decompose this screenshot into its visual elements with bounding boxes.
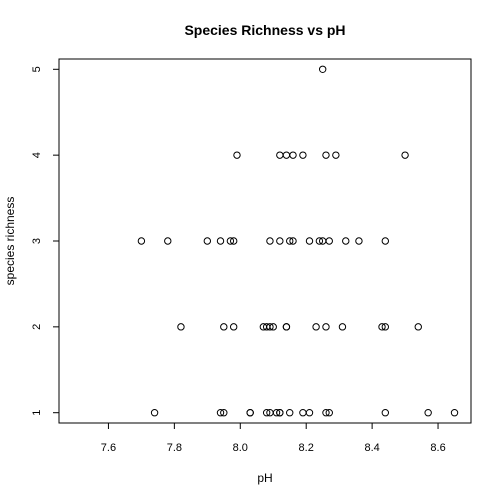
data-point xyxy=(137,237,146,245)
y-tick-label: 4 xyxy=(31,152,43,158)
data-point xyxy=(229,237,238,245)
data-point xyxy=(312,323,320,331)
data-point xyxy=(269,323,277,331)
data-point xyxy=(381,408,390,417)
data-point xyxy=(220,408,228,417)
y-tick-label: 3 xyxy=(31,238,43,244)
data-point xyxy=(299,151,307,159)
data-point xyxy=(318,65,327,74)
data-point xyxy=(266,323,274,331)
data-point xyxy=(203,237,212,245)
data-point xyxy=(378,323,386,331)
data-point xyxy=(220,323,228,331)
x-axis-label: pH xyxy=(257,471,272,485)
data-point xyxy=(216,237,225,245)
data-points xyxy=(137,65,459,417)
data-point xyxy=(282,323,291,331)
data-point xyxy=(355,237,363,245)
data-point xyxy=(246,408,254,417)
y-tick-label: 1 xyxy=(31,410,43,416)
data-point xyxy=(414,323,422,331)
data-point xyxy=(450,408,459,417)
y-tick-label: 5 xyxy=(31,66,43,72)
data-point xyxy=(305,237,314,245)
data-point xyxy=(272,408,281,417)
y-axis: 1 2 3 4 5 xyxy=(31,66,60,416)
data-point xyxy=(289,151,297,159)
y-axis-label: species richness xyxy=(3,197,17,286)
data-point xyxy=(229,323,238,331)
data-point xyxy=(286,408,294,417)
data-point xyxy=(381,323,390,331)
data-point xyxy=(325,237,333,245)
data-point xyxy=(177,323,185,331)
data-point xyxy=(342,237,350,245)
data-point xyxy=(381,237,390,245)
data-point xyxy=(286,237,294,245)
data-point xyxy=(315,237,324,245)
data-point xyxy=(322,151,330,159)
data-point xyxy=(289,237,297,245)
x-tick-label: 7.8 xyxy=(167,442,182,454)
data-point xyxy=(424,408,432,417)
data-point xyxy=(226,237,235,245)
data-point xyxy=(276,408,284,417)
chart-title: Species Richness vs pH xyxy=(184,22,345,38)
x-tick-label: 8.4 xyxy=(364,442,379,454)
data-point xyxy=(325,408,333,417)
data-point xyxy=(262,408,271,417)
x-tick-label: 8.2 xyxy=(299,442,314,454)
data-point xyxy=(276,237,284,245)
data-point xyxy=(266,237,274,245)
x-axis: 7.6 7.8 8.0 8.2 8.4 8.6 xyxy=(101,422,446,454)
data-point xyxy=(305,408,314,417)
data-point xyxy=(401,151,409,159)
data-point xyxy=(164,237,172,245)
data-point xyxy=(150,408,159,417)
x-tick-label: 8.0 xyxy=(233,442,248,454)
y-tick-label: 2 xyxy=(31,324,43,330)
x-tick-label: 8.6 xyxy=(430,442,445,454)
data-point xyxy=(322,408,330,417)
data-point xyxy=(322,323,330,331)
data-point xyxy=(338,323,347,331)
data-point xyxy=(216,408,225,417)
data-point xyxy=(233,151,241,159)
data-point xyxy=(332,151,340,159)
x-tick-label: 7.6 xyxy=(101,442,116,454)
